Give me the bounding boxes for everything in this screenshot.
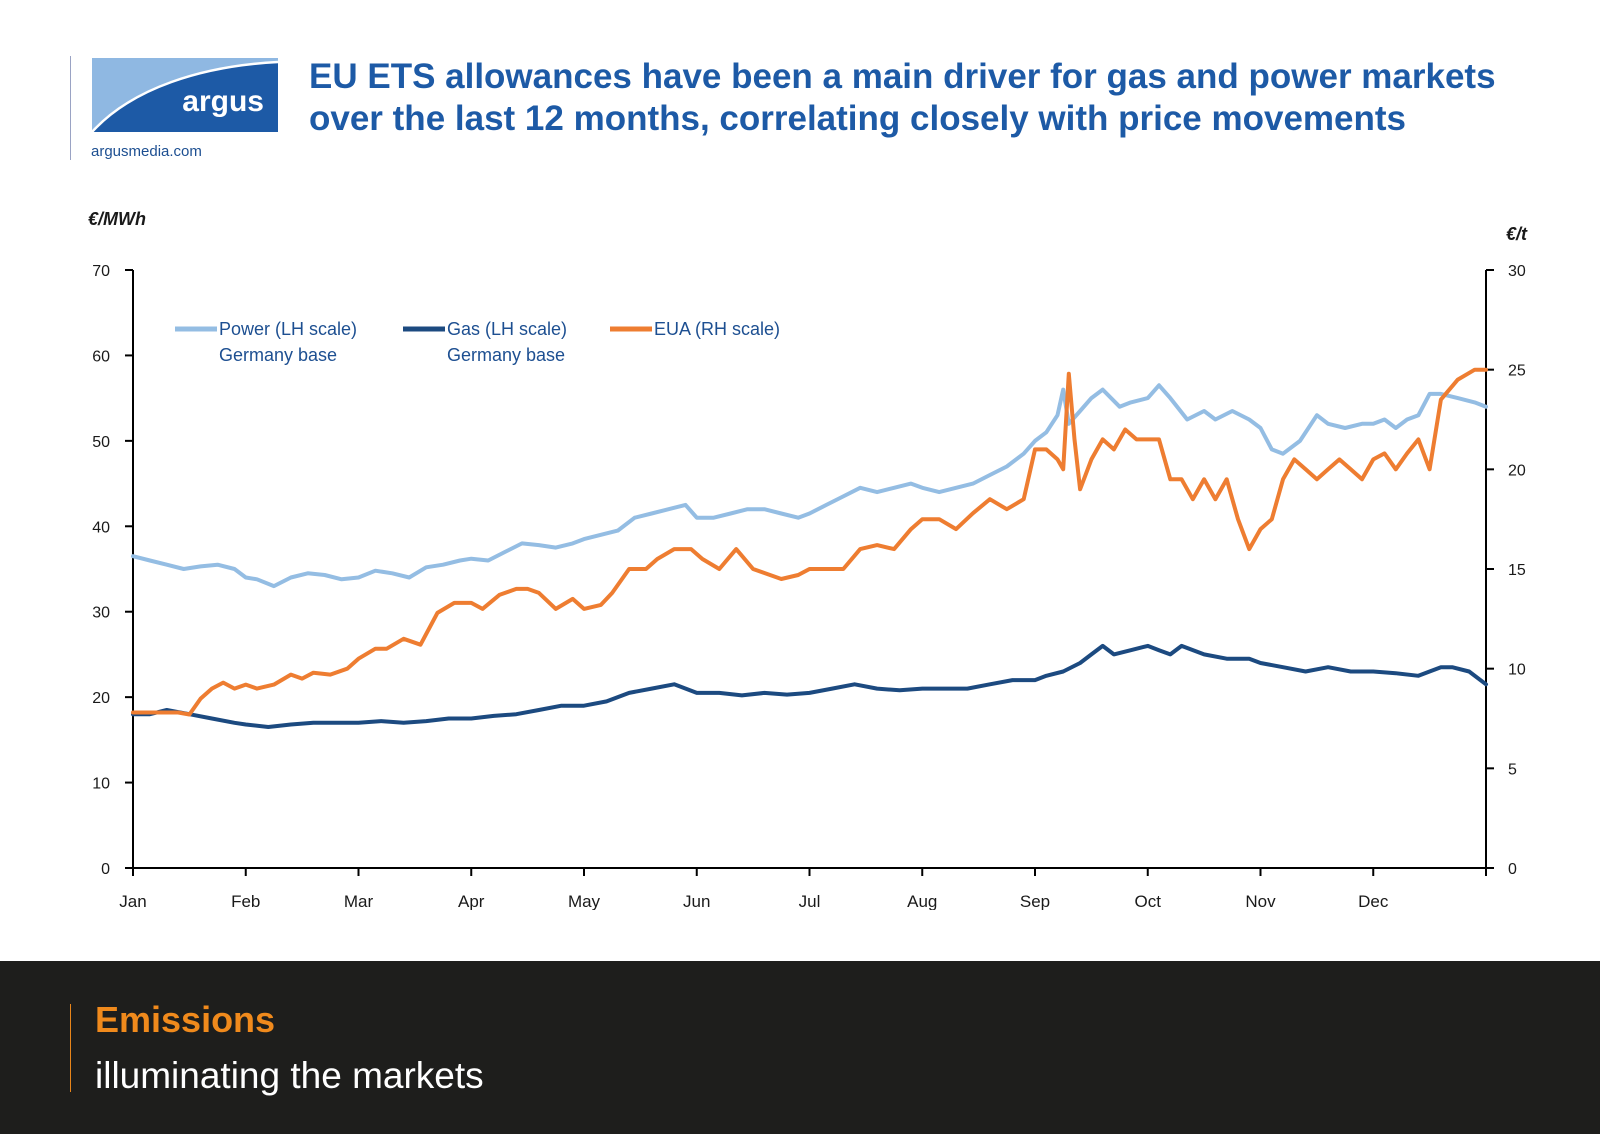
x-tick-label: Jan bbox=[119, 892, 146, 910]
right-tick-label: 20 bbox=[1508, 462, 1526, 479]
legend-eua-label: EUA (RH scale) bbox=[654, 319, 780, 339]
footer: Emissions illuminating the markets bbox=[0, 961, 1600, 1134]
site-url: argusmedia.com bbox=[91, 143, 202, 160]
price-chart: €/MWh €/t 0 10 20 30 40 50 60 70 0 5 10 15 20 25 30 Jan Fe… bbox=[88, 209, 1528, 910]
left-axis-unit: €/MWh bbox=[88, 209, 146, 229]
right-tick-label: 0 bbox=[1508, 861, 1517, 878]
x-tick-label: Dec bbox=[1358, 892, 1389, 910]
legend-gas-label: Gas (LH scale) bbox=[447, 319, 567, 339]
x-tick-label: Feb bbox=[231, 892, 260, 910]
header-divider bbox=[70, 56, 71, 160]
right-tick-label: 5 bbox=[1508, 761, 1517, 778]
legend-power-label-2: Germany base bbox=[219, 345, 337, 365]
left-tick-label: 40 bbox=[92, 519, 110, 536]
x-tick-label: Aug bbox=[907, 892, 937, 910]
x-tick-label: Mar bbox=[344, 892, 374, 910]
x-tick-label: May bbox=[568, 892, 601, 910]
title-line-1: EU ETS allowances have been a main drive… bbox=[309, 57, 1496, 96]
left-tick-label: 60 bbox=[92, 348, 110, 365]
title-line-2: over the last 12 months, correlating clo… bbox=[309, 99, 1407, 138]
legend-power-label: Power (LH scale) bbox=[219, 319, 357, 339]
gas-line bbox=[131, 643, 1488, 729]
left-tick-label: 10 bbox=[92, 776, 110, 793]
footer-subtitle: illuminating the markets bbox=[95, 1055, 484, 1096]
legend-gas-label-2: Germany base bbox=[447, 345, 565, 365]
left-tick-label: 0 bbox=[101, 861, 110, 878]
right-tick-label: 25 bbox=[1508, 363, 1526, 380]
x-tick-label: Oct bbox=[1135, 892, 1162, 910]
footer-title: Emissions bbox=[95, 999, 276, 1040]
left-tick-label: 20 bbox=[92, 690, 110, 707]
power-line bbox=[131, 383, 1488, 589]
right-axis-unit: €/t bbox=[1506, 224, 1528, 244]
left-tick-label: 70 bbox=[92, 263, 110, 280]
left-tick-label: 30 bbox=[92, 605, 110, 622]
x-tick-label: Sep bbox=[1020, 892, 1050, 910]
footer-divider bbox=[70, 1004, 71, 1092]
logo-text: argus bbox=[182, 85, 264, 118]
argus-logo: argus bbox=[92, 58, 278, 132]
left-tick-label: 50 bbox=[92, 434, 110, 451]
x-tick-label: Apr bbox=[458, 892, 485, 910]
right-tick-label: 15 bbox=[1508, 562, 1526, 579]
x-tick-label: Jul bbox=[799, 892, 821, 910]
right-tick-label: 10 bbox=[1508, 662, 1526, 679]
x-tick-label: Jun bbox=[683, 892, 710, 910]
x-tick-label: Nov bbox=[1245, 892, 1276, 910]
eua-line bbox=[131, 367, 1488, 717]
page-title: EU ETS allowances have been a main drive… bbox=[309, 56, 1559, 140]
right-tick-label: 30 bbox=[1508, 263, 1526, 280]
